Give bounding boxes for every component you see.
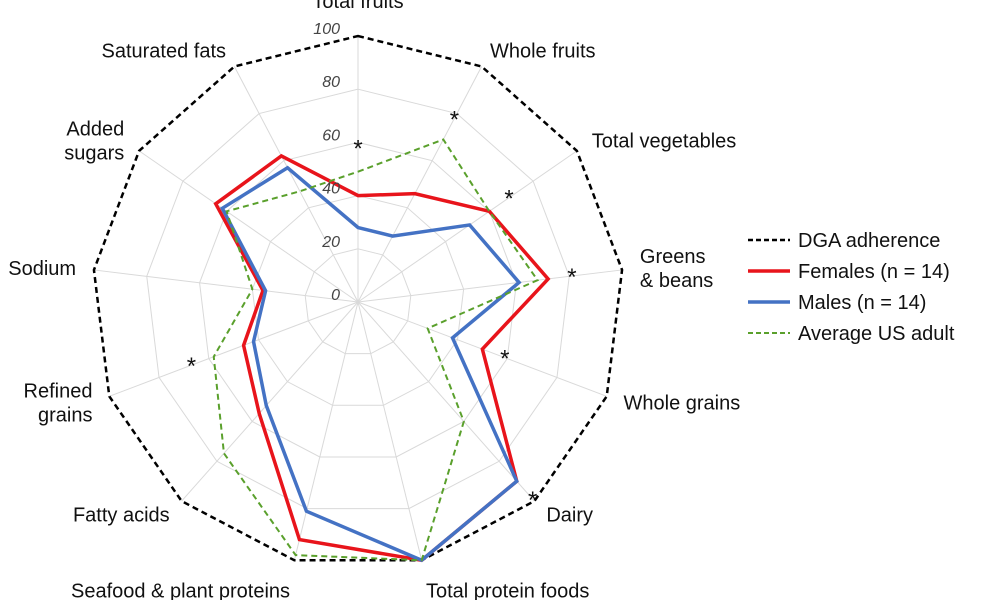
grid-spoke-1 bbox=[357, 66, 483, 303]
axis-label-group-5: Dairy bbox=[546, 505, 593, 527]
axis-label: sugars bbox=[64, 143, 124, 165]
axis-label-group-7: Seafood & plant proteins bbox=[71, 581, 290, 600]
axis-label: Greens bbox=[640, 246, 706, 268]
significance-star: * bbox=[528, 487, 537, 514]
tick-label-60: 60 bbox=[322, 127, 340, 144]
significance-markers: * * * * * * * bbox=[187, 106, 577, 514]
tick-label-80: 80 bbox=[322, 74, 340, 91]
legend-label-4: Average US adult bbox=[798, 323, 955, 345]
axis-label-group-12: Saturated fats bbox=[101, 41, 226, 63]
grid-ring-40 bbox=[251, 195, 465, 406]
axis-label: Saturated fats bbox=[101, 41, 226, 63]
grid-spoke-9 bbox=[109, 301, 359, 397]
tick-label-40: 40 bbox=[322, 181, 340, 198]
grid-ring-80 bbox=[146, 88, 570, 510]
significance-star: * bbox=[353, 136, 362, 163]
radar-series bbox=[92, 34, 624, 563]
axis-label: Dairy bbox=[546, 505, 593, 527]
significance-star: * bbox=[504, 186, 513, 213]
tick-label-20: 20 bbox=[321, 234, 340, 251]
legend-label-2: Females (n = 14) bbox=[798, 261, 950, 283]
legend-label-1: DGA adherence bbox=[798, 230, 940, 252]
axis-label: Refined bbox=[24, 381, 93, 403]
axis-label: grains bbox=[38, 405, 92, 427]
axis-label: Whole fruits bbox=[490, 41, 596, 63]
axis-label-group-6: Total protein foods bbox=[426, 581, 589, 600]
axis-label-group-2: Total vegetables bbox=[592, 131, 737, 153]
grid-spoke-5 bbox=[357, 301, 535, 502]
grid-ring-60 bbox=[199, 141, 517, 458]
series-line-2 bbox=[213, 153, 551, 563]
significance-star: * bbox=[187, 353, 196, 380]
legend: DGA adherence Females (n = 14) Males (n = … bbox=[748, 230, 955, 345]
series-line-3 bbox=[219, 165, 522, 563]
significance-star: * bbox=[450, 106, 459, 133]
grid-ring-20 bbox=[304, 248, 412, 355]
significance-star: * bbox=[500, 346, 509, 373]
grid-spoke-11 bbox=[138, 150, 359, 303]
grid-spoke-12 bbox=[233, 66, 359, 303]
tick-label-0: 0 bbox=[331, 287, 340, 304]
axis-label: Seafood & plant proteins bbox=[71, 581, 290, 600]
radar-axis-labels: Total fruits Whole fruits Total vegetables… bbox=[8, 0, 740, 600]
tick-label-100: 100 bbox=[313, 21, 340, 38]
radar-ticks: 0 20 40 60 80 100 bbox=[313, 21, 340, 304]
grid-spoke-7 bbox=[293, 301, 359, 561]
series-line-4 bbox=[212, 138, 540, 562]
axis-label-group-1: Whole fruits bbox=[490, 41, 596, 63]
grid-spoke-8 bbox=[181, 301, 359, 502]
axis-label: Whole grains bbox=[624, 393, 741, 415]
axis-label: Added bbox=[66, 119, 124, 141]
legend-label-3: Males (n = 14) bbox=[798, 292, 926, 314]
axis-label-group-4: Whole grains bbox=[624, 393, 741, 415]
grid-spoke-3 bbox=[357, 269, 623, 303]
axis-label: Total protein foods bbox=[426, 581, 589, 600]
axis-label-group-8: Fatty acids bbox=[73, 505, 170, 527]
radar-grid bbox=[93, 36, 623, 561]
axis-label: Total vegetables bbox=[592, 131, 737, 153]
significance-star: * bbox=[567, 264, 576, 291]
axis-label: Total fruits bbox=[312, 0, 403, 13]
series-line-1 bbox=[92, 34, 624, 562]
grid-spoke-10 bbox=[93, 269, 359, 303]
axis-label-group-0: Total fruits bbox=[312, 0, 403, 13]
axis-label-group-3: Greens& beans bbox=[640, 246, 713, 292]
axis-label: Sodium bbox=[8, 258, 76, 280]
axis-label-group-10: Sodium bbox=[8, 258, 76, 280]
axis-label: Fatty acids bbox=[73, 505, 170, 527]
axis-label: & beans bbox=[640, 270, 713, 292]
grid-spoke-6 bbox=[357, 301, 423, 561]
